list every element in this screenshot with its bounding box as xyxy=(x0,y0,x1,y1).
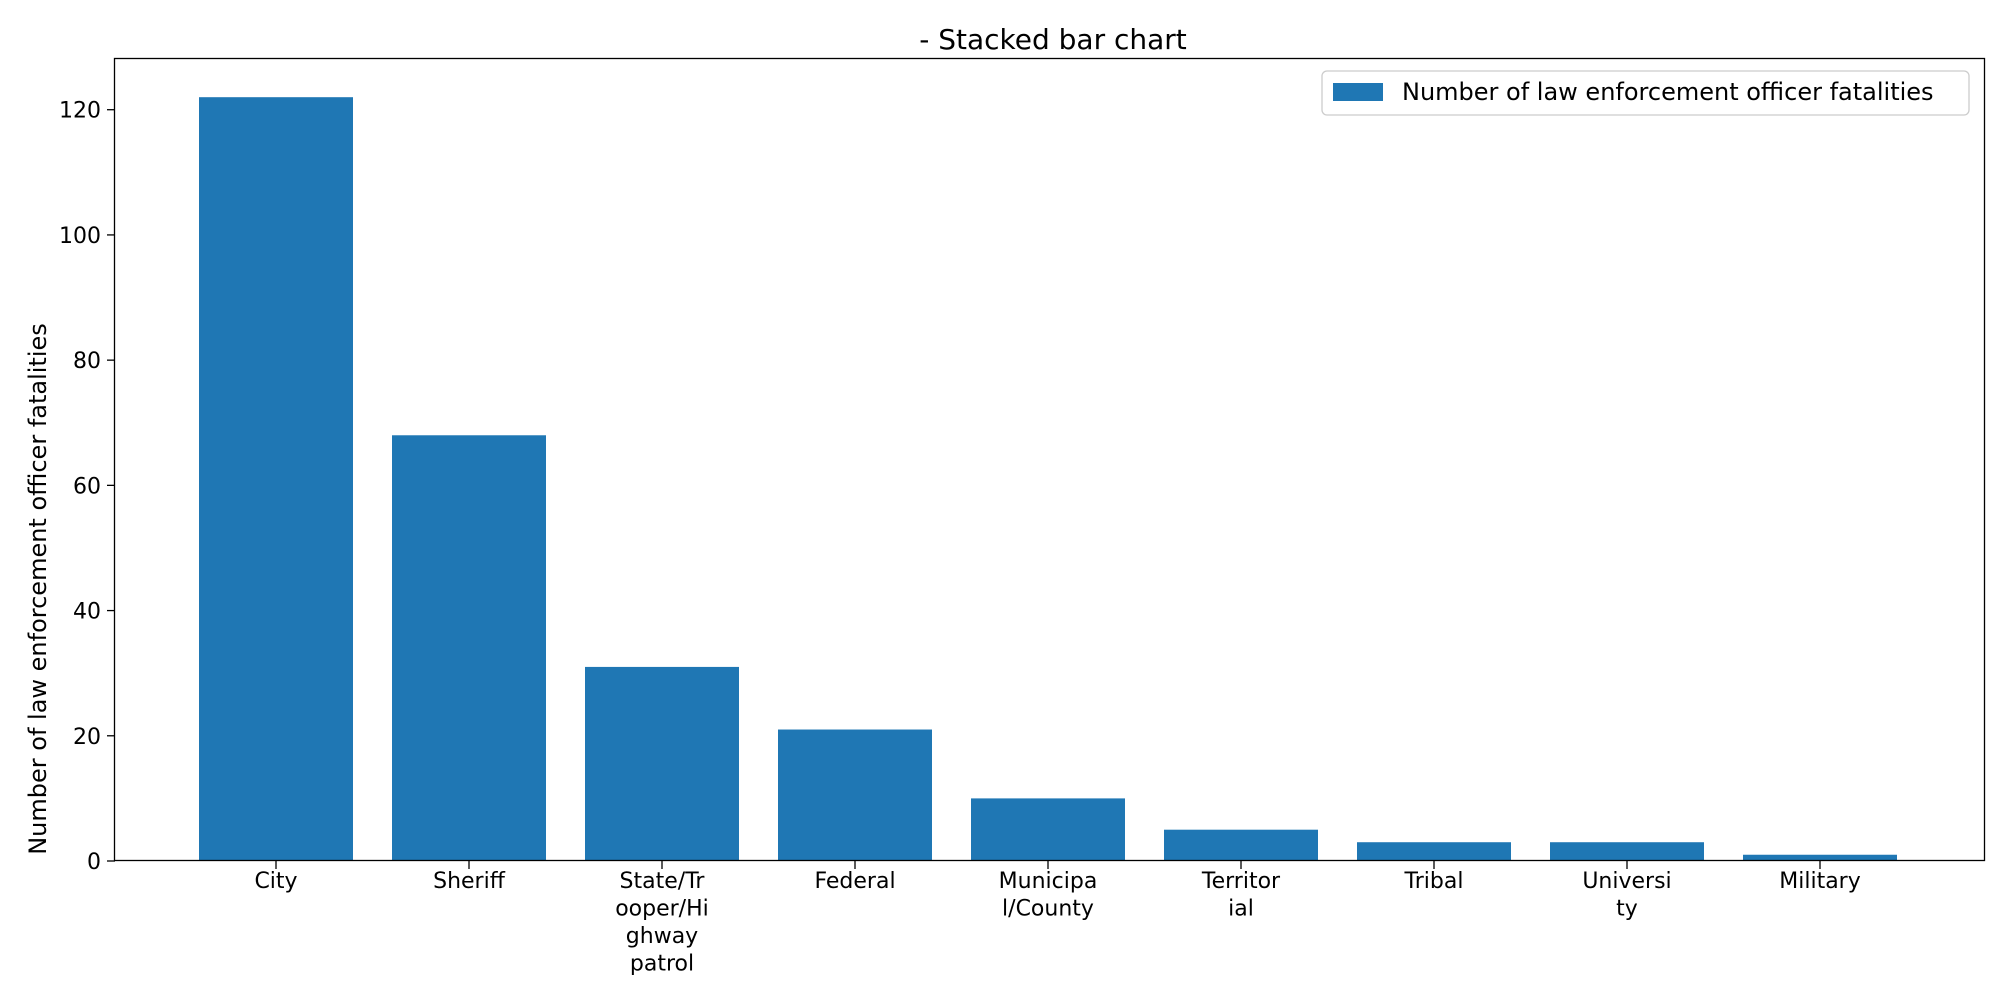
bar xyxy=(199,97,353,861)
x-tick-label: Territor ial xyxy=(1201,869,1281,922)
x-tick-label-line: Tribal xyxy=(1404,869,1464,894)
bar xyxy=(971,798,1125,861)
bar xyxy=(392,435,546,861)
bars-group xyxy=(199,97,1897,861)
legend-box xyxy=(1321,70,1970,116)
legend-label: Number of law enforcement officer fatali… xyxy=(1402,78,1934,106)
x-tick-label-line: Military xyxy=(1779,869,1861,894)
bar xyxy=(1357,842,1511,861)
legend: Number of law enforcement officer fatali… xyxy=(1321,70,1970,116)
x-tick-label-line: Universi xyxy=(1582,869,1671,894)
x-tick-label-line: Territor xyxy=(1201,869,1281,894)
y-tick-label: 120 xyxy=(59,99,101,124)
y-tick-label: 0 xyxy=(87,850,101,875)
x-tick-label-line: ghway xyxy=(626,924,698,949)
x-tick-label: Universi ty xyxy=(1582,869,1671,922)
y-tick-label: 80 xyxy=(73,349,101,374)
bar xyxy=(1164,829,1318,861)
x-tick-label-line: Municipa xyxy=(999,869,1098,894)
y-ticks-group: 0 20 40 60 80 100 120 xyxy=(59,99,115,875)
x-tick-label: City xyxy=(254,869,297,894)
x-tick-label-line: Sheriff xyxy=(433,869,506,894)
x-tick-label: Sheriff xyxy=(433,869,506,894)
x-tick-label-line: patrol xyxy=(630,952,694,977)
bar xyxy=(1743,854,1897,861)
x-tick-label-line: ty xyxy=(1616,897,1638,922)
x-tick-label: Municipa l/County xyxy=(999,869,1098,922)
y-tick-label: 40 xyxy=(73,600,101,625)
x-tick-label-line: ooper/Hi xyxy=(615,897,709,922)
y-axis-label: Number of law enforcement officer fatali… xyxy=(24,323,52,855)
bar xyxy=(585,666,739,861)
plot-frame xyxy=(113,57,1986,862)
x-tick-label-line: l/County xyxy=(1002,897,1094,922)
x-tick-label-line: City xyxy=(254,869,297,894)
x-tick-label: Military xyxy=(1779,869,1861,894)
bar xyxy=(1550,842,1704,861)
x-tick-label: Federal xyxy=(814,869,895,894)
x-tick-label: State/Tr ooper/Hi ghway patrol xyxy=(615,869,709,977)
x-tick-label-line: State/Tr xyxy=(620,869,706,894)
bar xyxy=(778,729,932,861)
x-tick-label-line: ial xyxy=(1228,897,1254,922)
chart-title: - Stacked bar chart xyxy=(919,23,1187,56)
x-tick-label: Tribal xyxy=(1404,869,1464,894)
legend-swatch xyxy=(1333,83,1383,101)
y-tick-label: 20 xyxy=(73,725,101,750)
y-tick-label: 60 xyxy=(73,474,101,499)
y-tick-label: 100 xyxy=(59,224,101,249)
x-tick-label-line: Federal xyxy=(814,869,895,894)
x-ticks-group: City Sheriff State/Tr ooper/Hi ghway patrol Fe… xyxy=(254,861,1861,977)
